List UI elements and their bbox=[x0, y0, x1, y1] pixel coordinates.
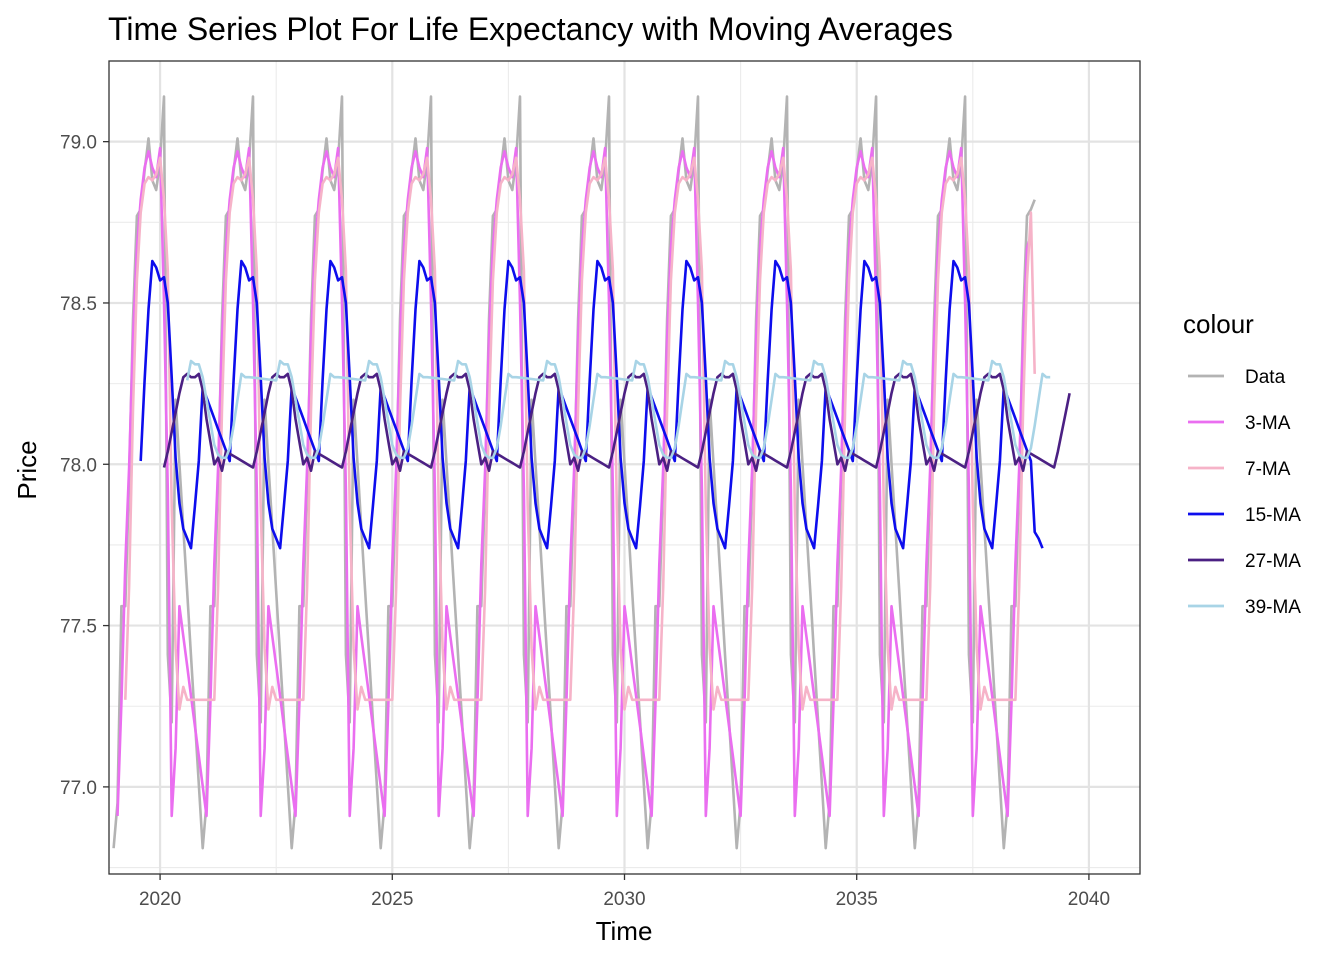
y-tick-label: 78.0 bbox=[60, 455, 97, 476]
y-tick-label: 77.0 bbox=[60, 778, 97, 799]
series-line-7-ma bbox=[124, 156, 1036, 711]
y-axis: 77.0 77.5 78.0 78.5 79.0 bbox=[60, 133, 109, 799]
series-line-15-ma bbox=[139, 259, 1044, 550]
x-tick-label: 2040 bbox=[1068, 889, 1110, 910]
y-tick-label: 79.0 bbox=[60, 133, 97, 154]
legend-label: 7-MA bbox=[1245, 459, 1291, 480]
y-tick-label: 78.5 bbox=[60, 294, 97, 315]
legend: colour Data 3-MA 7-MA 15-MA 27-MA 39-MA bbox=[1183, 309, 1301, 618]
legend-label: 27-MA bbox=[1245, 551, 1301, 572]
x-axis-title: Time bbox=[596, 916, 653, 946]
legend-label: 15-MA bbox=[1245, 505, 1301, 526]
x-tick-label: 2035 bbox=[836, 889, 878, 910]
legend-title: colour bbox=[1183, 309, 1254, 339]
series-line-27-ma bbox=[162, 372, 1071, 472]
y-axis-title: Price bbox=[12, 440, 42, 499]
legend-label: Data bbox=[1245, 367, 1286, 388]
legend-label: 39-MA bbox=[1245, 597, 1301, 618]
y-tick-label: 77.5 bbox=[60, 617, 97, 638]
legend-label: 3-MA bbox=[1245, 413, 1291, 434]
series-layer bbox=[112, 95, 1071, 850]
x-tick-label: 2025 bbox=[371, 889, 413, 910]
series-line-39-ma bbox=[185, 359, 1051, 460]
x-axis: 2020 2025 2030 2035 2040 bbox=[139, 874, 1110, 910]
series-line-3-ma bbox=[116, 146, 1033, 818]
x-tick-label: 2030 bbox=[603, 889, 645, 910]
chart-title: Time Series Plot For Life Expectancy wit… bbox=[108, 11, 953, 47]
x-tick-label: 2020 bbox=[139, 889, 181, 910]
